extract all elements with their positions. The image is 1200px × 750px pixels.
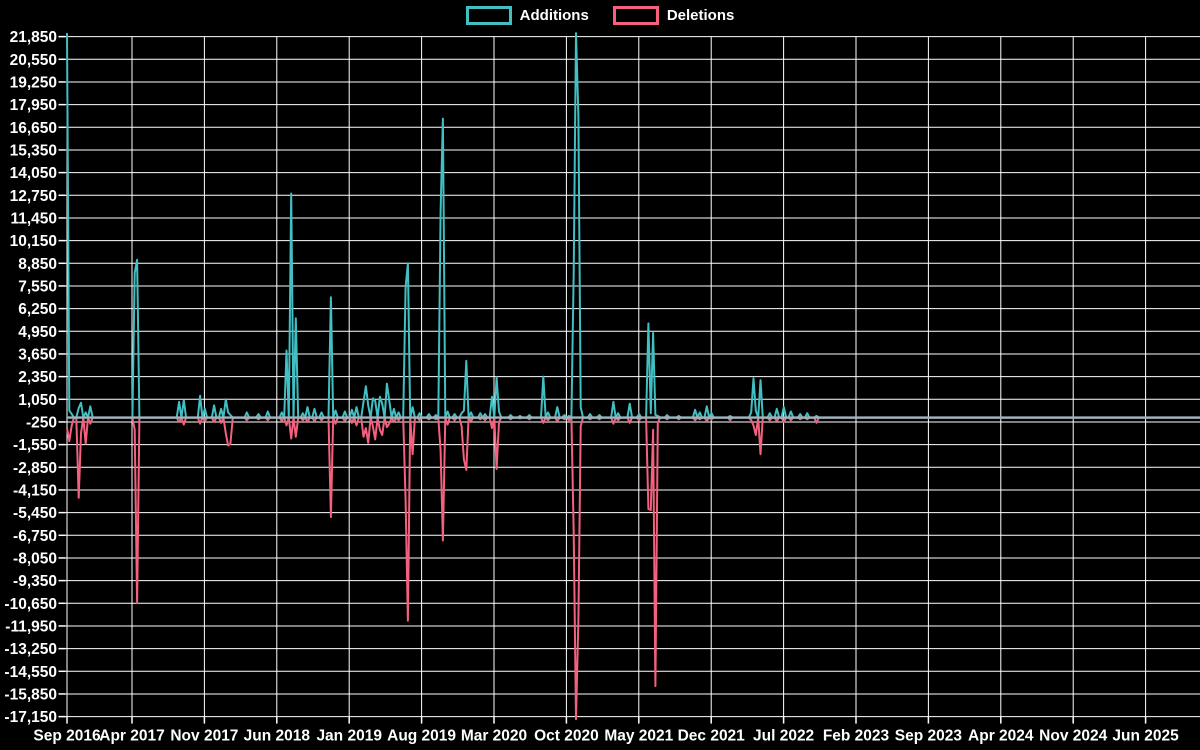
y-tick-label: 15,350 bbox=[10, 142, 57, 159]
y-tick-label: -14,550 bbox=[4, 664, 57, 681]
x-tick-label: Nov 2024 bbox=[1039, 728, 1107, 745]
additions-line bbox=[66, 32, 1200, 419]
deletions-legend-swatch bbox=[612, 6, 659, 25]
x-tick-label: Feb 2023 bbox=[823, 728, 890, 745]
x-tick-label: Sep 2023 bbox=[895, 728, 963, 745]
y-tick-label: -8,050 bbox=[13, 550, 57, 567]
x-tick-label: Apr 2024 bbox=[968, 728, 1034, 745]
y-tick-label: 20,550 bbox=[10, 52, 57, 69]
x-tick-label: Sep 2016 bbox=[33, 728, 101, 745]
y-tick-label: -250 bbox=[26, 414, 57, 431]
y-tick-label: -2,850 bbox=[13, 460, 57, 477]
chart-legend: Additions Deletions bbox=[0, 6, 1200, 25]
y-tick-label: 19,250 bbox=[10, 74, 57, 91]
y-tick-label: 16,650 bbox=[10, 120, 57, 137]
y-tick-label: 21,850 bbox=[10, 29, 57, 46]
y-tick-label: 1,050 bbox=[18, 392, 57, 409]
gridlines bbox=[65, 36, 1200, 718]
y-tick-label: -13,250 bbox=[4, 641, 57, 658]
x-tick-label: Apr 2017 bbox=[99, 728, 164, 745]
x-tick-label: Jun 2025 bbox=[1112, 728, 1179, 745]
x-tick-label: Aug 2019 bbox=[387, 728, 456, 745]
deletions-legend-label: Deletions bbox=[666, 7, 735, 24]
y-axis-labels: 21,850 20,550 19,250 17,950 16,650 15,350 14,0… bbox=[4, 29, 57, 726]
legend-item-deletions[interactable]: Deletions bbox=[612, 6, 735, 25]
x-tick-label: Jan 2019 bbox=[316, 728, 382, 745]
y-tick-label: -10,650 bbox=[4, 596, 57, 613]
additions-legend-label: Additions bbox=[519, 7, 589, 24]
legend-item-additions[interactable]: Additions bbox=[465, 6, 589, 25]
y-tick-label: 8,850 bbox=[18, 256, 57, 273]
y-tick-label: 10,150 bbox=[10, 233, 57, 250]
y-tick-label: 6,250 bbox=[18, 301, 57, 318]
x-tick-label: Dec 2021 bbox=[678, 728, 746, 745]
additions-legend-swatch bbox=[465, 6, 512, 25]
deletions-line bbox=[66, 416, 1200, 721]
y-tick-label: 7,550 bbox=[18, 278, 57, 295]
x-tick-label: Nov 2017 bbox=[170, 728, 238, 745]
x-tick-label: Oct 2020 bbox=[534, 728, 599, 745]
y-tick-label: 17,950 bbox=[10, 97, 57, 114]
y-tick-label: -17,150 bbox=[4, 709, 57, 726]
x-tick-label: Jun 2018 bbox=[244, 728, 311, 745]
y-tick-label: -15,850 bbox=[4, 686, 57, 703]
y-tick-label: 2,350 bbox=[18, 369, 57, 386]
y-tick-label: -4,150 bbox=[13, 482, 57, 499]
y-tick-label: -5,450 bbox=[13, 505, 57, 522]
x-tick-label: Jul 2022 bbox=[753, 728, 814, 745]
y-tick-label: 12,750 bbox=[10, 188, 57, 205]
y-tick-label: 11,450 bbox=[10, 210, 57, 227]
x-tick-label: Mar 2020 bbox=[461, 728, 527, 745]
x-tick-label: May 2021 bbox=[604, 728, 673, 745]
y-tick-label: 3,650 bbox=[18, 346, 57, 363]
y-tick-label: 14,050 bbox=[10, 165, 57, 182]
y-tick-label: -11,950 bbox=[5, 618, 57, 635]
y-tick-label: -6,750 bbox=[13, 528, 57, 545]
y-tick-label: -9,350 bbox=[13, 573, 57, 590]
y-tick-label: -1,550 bbox=[13, 437, 57, 454]
y-tick-label: 4,950 bbox=[18, 324, 57, 341]
axis-tick-marks bbox=[58, 35, 1147, 724]
